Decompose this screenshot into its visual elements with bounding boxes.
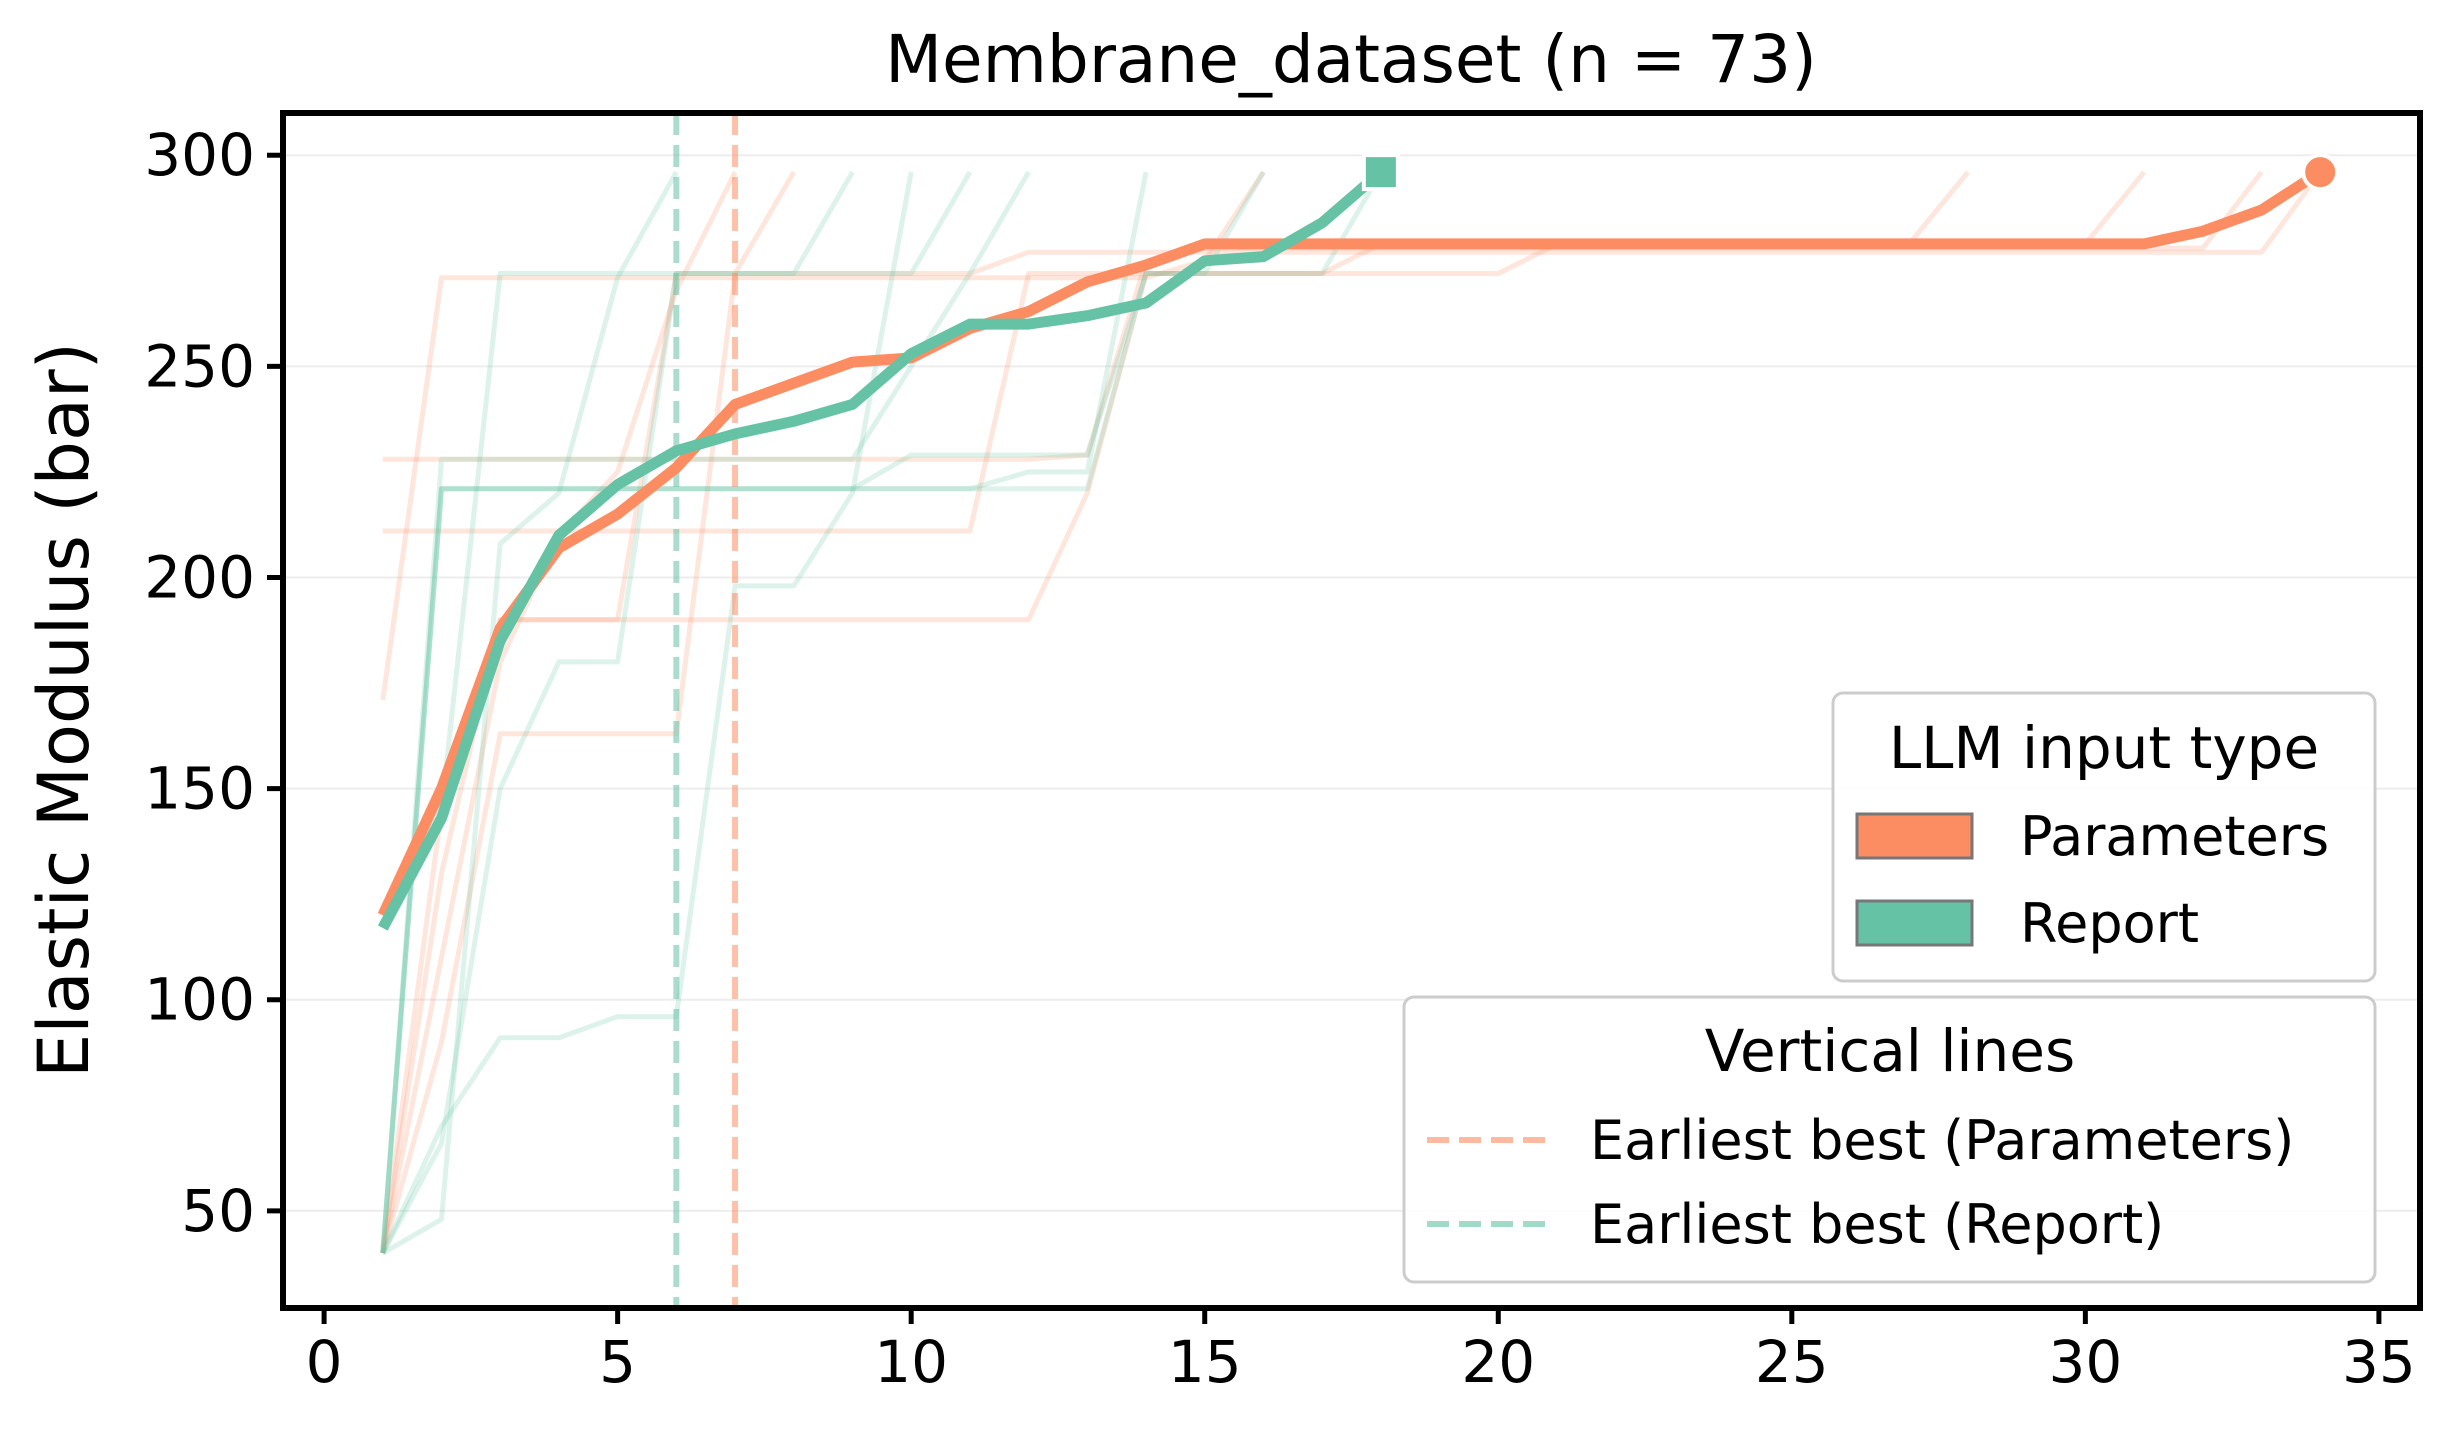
legend-title: Vertical lines [1705, 1017, 2075, 1085]
legend-swatch-parameters [1855, 812, 1974, 860]
x-tick-label: 15 [1168, 1328, 1242, 1396]
run-line-report [380, 171, 914, 1255]
run-line-parameters [380, 170, 2323, 1254]
y-tick-label: 100 [144, 966, 255, 1034]
legend-llm-input-type: LLM input type Parameters Report [1831, 691, 2377, 983]
series-line-report [377, 167, 1385, 931]
legend-label-report: Earliest best (Report) [1590, 1193, 2164, 1256]
y-axis-ticks: 50 100 150 200 250 300 [144, 121, 283, 1245]
x-tick-label: 25 [1755, 1328, 1829, 1396]
x-tick-label: 5 [599, 1328, 636, 1396]
series-line-parameters [377, 167, 2324, 918]
end-marker-report [1361, 153, 1400, 192]
plot-frame [280, 110, 2423, 1311]
x-tick-label: 30 [2048, 1328, 2122, 1396]
x-axis-ticks: 0 5 10 15 20 25 30 35 [306, 1308, 2416, 1396]
run-line-report [380, 170, 1384, 1254]
y-tick-label: 150 [144, 755, 255, 823]
end-marker-parameters [2301, 153, 2340, 192]
y-tick-label: 300 [144, 121, 255, 189]
legend-label-report: Report [2020, 892, 2199, 955]
legend-label-parameters: Parameters [2020, 805, 2329, 868]
legend-label-parameters: Earliest best (Parameters) [1590, 1109, 2294, 1172]
x-tick-label: 0 [306, 1328, 343, 1396]
legend-title: LLM input type [1889, 714, 2319, 782]
legend-frame [1402, 995, 2377, 1284]
run-line-parameters [382, 170, 2264, 462]
y-tick-label: 200 [144, 543, 255, 611]
chart-title: Membrane_dataset (n = 73) [885, 21, 1817, 98]
x-tick-label: 35 [2342, 1328, 2416, 1396]
legend-vertical-lines: Vertical lines Earliest best (Parameters)… [1402, 995, 2377, 1284]
run-line-report [380, 170, 855, 925]
x-tick-label: 10 [874, 1328, 948, 1396]
run-line-report [380, 170, 1266, 1254]
run-line-report [380, 171, 1149, 1254]
earliest-best-lines [673, 113, 739, 1308]
run-line-report [381, 170, 679, 1256]
y-axis-label: Elastic Modulus (bar) [23, 342, 105, 1078]
run-line-parameters [380, 170, 796, 1254]
y-tick-label: 50 [181, 1177, 255, 1245]
series-lines [377, 167, 2324, 931]
y-tick-label: 250 [144, 332, 255, 400]
series-end-markers [1361, 153, 2340, 192]
legend-swatch-report [1855, 899, 1974, 947]
x-tick-label: 20 [1461, 1328, 1535, 1396]
